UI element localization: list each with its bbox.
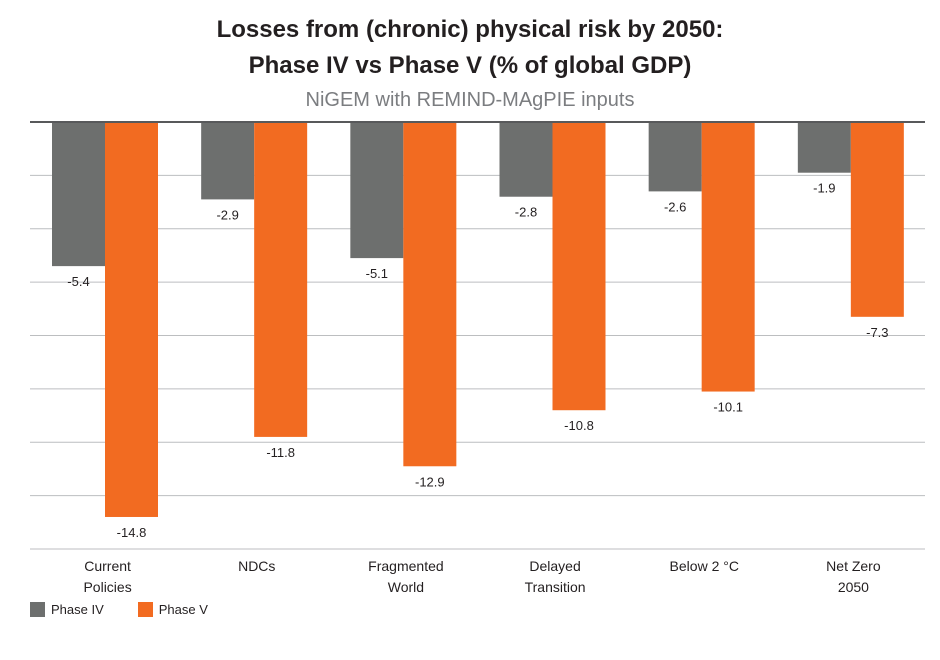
- chart-title-line-1: Losses from (chronic) physical risk by 2…: [216, 16, 724, 43]
- data-label: -2.6: [664, 199, 686, 214]
- bar-phase-iv: [201, 122, 255, 200]
- data-label: -2.9: [216, 207, 238, 222]
- category-label: Delayed: [529, 558, 580, 574]
- category-label: Below 2 °C: [670, 558, 739, 574]
- bar-phase-v: [105, 122, 158, 517]
- data-label: -1.9: [813, 181, 835, 196]
- legend-swatch-phase-v: [137, 602, 153, 617]
- category-label: 2050: [838, 579, 869, 595]
- category-label: Current: [84, 558, 131, 574]
- bar-phase-iv: [797, 122, 851, 173]
- data-label: -11.8: [266, 445, 295, 460]
- category-label: Net Zero: [826, 558, 881, 574]
- category-label: Policies: [83, 579, 131, 595]
- data-label: -7.3: [866, 325, 888, 340]
- chart-title-line-2: Phase IV vs Phase V (% of global GDP): [248, 52, 692, 79]
- bar-phase-v: [850, 122, 904, 317]
- bar-phase-v: [254, 122, 308, 437]
- bar-phase-iv: [52, 122, 105, 267]
- category-label: Fragmented: [368, 558, 443, 574]
- category-label: World: [388, 579, 424, 595]
- category-label: Transition: [525, 579, 586, 595]
- category-label: NDCs: [238, 558, 275, 574]
- bar-phase-v: [403, 122, 457, 467]
- data-label: -12.9: [415, 474, 445, 489]
- legend-item-phase-v: Phase V: [137, 602, 208, 617]
- data-label: -2.8: [515, 205, 537, 220]
- bar-phase-v: [701, 122, 755, 392]
- data-label: -10.8: [564, 418, 594, 433]
- data-label: -5.1: [366, 266, 388, 281]
- legend: Phase IV Phase V: [30, 602, 242, 617]
- bar-phase-iv: [648, 122, 702, 192]
- chart-subtitle: NiGEM with REMIND-MAgPIE inputs: [305, 89, 635, 111]
- legend-label-phase-iv: Phase IV: [51, 602, 104, 617]
- bar-phase-v: [552, 122, 606, 411]
- data-label: -14.8: [117, 525, 147, 540]
- bar-phase-iv: [499, 122, 553, 197]
- data-label: -5.4: [67, 274, 89, 289]
- legend-swatch-phase-iv: [30, 602, 45, 617]
- data-label: -10.1: [713, 400, 743, 415]
- legend-label-phase-v: Phase V: [158, 602, 208, 617]
- legend-item-phase-iv: Phase IV: [30, 602, 104, 617]
- bar-phase-iv: [350, 122, 404, 259]
